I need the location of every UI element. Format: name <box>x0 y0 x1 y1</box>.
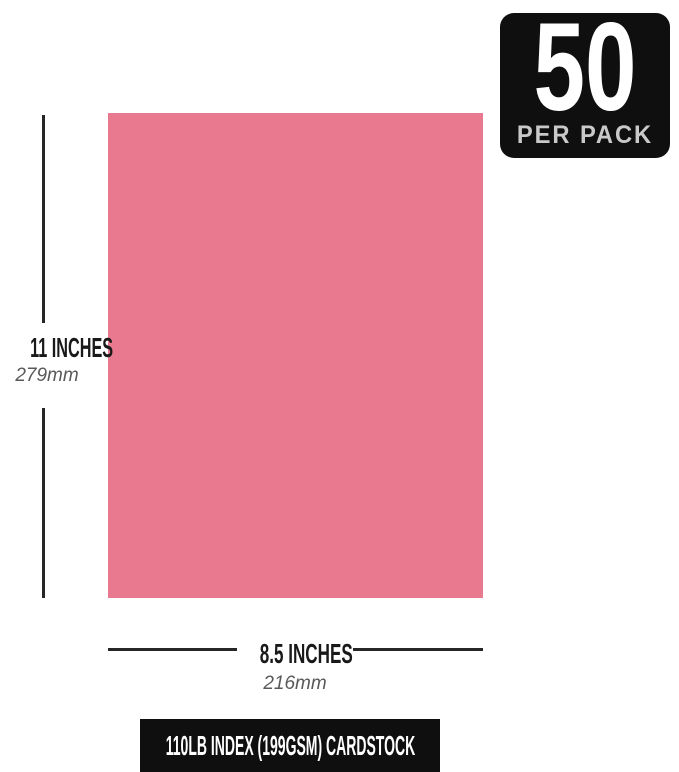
height-dimension-line-upper <box>42 115 45 323</box>
per-pack-badge: 50 PER PACK <box>500 0 670 158</box>
cardstock-sheet-swatch <box>108 113 483 598</box>
width-mm-text: 216mm <box>263 673 327 694</box>
pack-count-label: PER PACK <box>516 121 654 149</box>
width-dimension-line-left <box>108 648 237 651</box>
height-inches-text: 11 INCHES <box>30 332 114 363</box>
width-dimension-label: 8.5 INCHES 216mm <box>230 640 360 695</box>
width-inches-text: 8.5 INCHES <box>259 638 353 669</box>
width-dimension-line-right <box>353 648 483 651</box>
cardstock-spec-bar: 110LB INDEX (199GSM) CARDSTOCK <box>140 719 440 772</box>
height-dimension-label: 11 INCHES 279mm <box>0 334 113 387</box>
height-dimension-line-lower <box>42 408 45 598</box>
height-mm-text: 279mm <box>15 365 79 386</box>
pack-count: 50 <box>533 0 637 137</box>
cardstock-spec-text: 110LB INDEX (199GSM) CARDSTOCK <box>165 729 415 761</box>
